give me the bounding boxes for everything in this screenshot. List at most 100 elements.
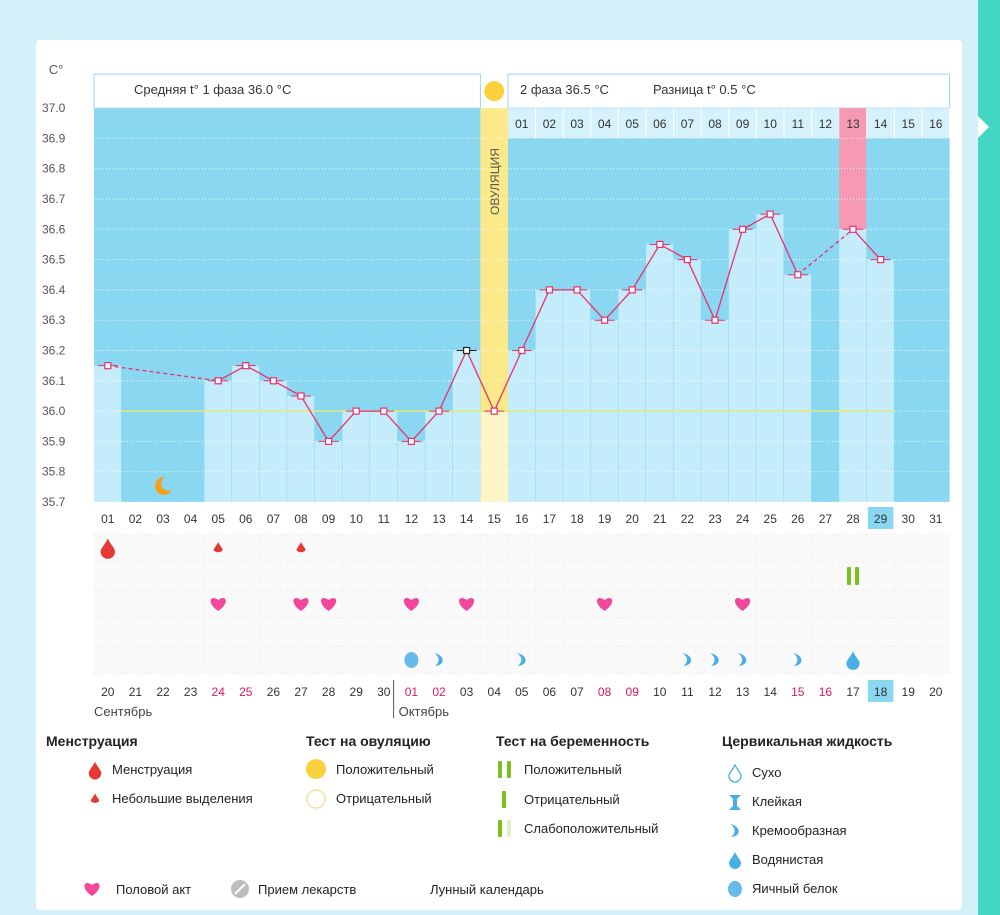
legend-watery-label: Водянистая	[752, 852, 824, 867]
temperature-point[interactable]	[876, 256, 885, 264]
temperature-bar	[287, 395, 315, 502]
temperature-point[interactable]	[738, 225, 747, 233]
y-tick-label: 36.5	[42, 253, 66, 267]
watery-icon	[846, 651, 860, 670]
temperature-point[interactable]	[242, 362, 250, 370]
temperature-point[interactable]	[269, 377, 277, 385]
cycle-day-label: 10	[350, 512, 364, 526]
legend-ovulation-positive-icon	[306, 759, 326, 779]
temperature-point[interactable]	[656, 240, 664, 249]
legend-cervical-title: Цервикальная жидкость	[722, 733, 893, 749]
calendar-date-label: 07	[570, 685, 584, 699]
y-tick-label: 36.0	[42, 404, 66, 418]
temperature-bar	[618, 289, 646, 502]
calendar-date-label: 18	[874, 685, 888, 699]
temperature-point[interactable]	[325, 437, 333, 445]
temperature-point[interactable]	[352, 407, 360, 415]
ovulation-label: ОВУЛЯЦИЯ	[488, 148, 502, 215]
calendar-date-label: 09	[626, 685, 640, 699]
phase2-day-label: 12	[819, 117, 833, 131]
temperature-point[interactable]	[407, 437, 415, 445]
temperature-line-segment	[217, 365, 247, 382]
phase2-header	[507, 73, 951, 109]
cycle-day-label: 23	[708, 512, 722, 526]
calendar-date-label: 14	[764, 685, 778, 699]
cycle-day-label: 31	[929, 512, 943, 526]
temperature-point[interactable]	[490, 407, 498, 415]
temperature-point[interactable]	[683, 256, 692, 264]
calendar-date-label: 05	[515, 685, 529, 699]
temperature-point[interactable]	[435, 407, 443, 415]
legend-spotting-icon	[90, 793, 100, 803]
creamy-icon	[516, 653, 526, 666]
calendar-date-label: 03	[460, 685, 474, 699]
legend-ovulation-negative-label: Отрицательный	[336, 791, 432, 806]
legend-menstruation-icon	[88, 761, 102, 780]
phase2-day-label: 11	[792, 117, 805, 131]
temperature-bar	[232, 365, 260, 502]
y-tick-label: 36.9	[42, 131, 66, 145]
month-label-september: Сентябрь	[94, 704, 152, 719]
temperature-bar	[839, 229, 867, 503]
legend-pregnancy-positive-icon	[498, 761, 502, 778]
temperature-point[interactable]	[849, 225, 857, 233]
phase2-day-label: 09	[736, 117, 750, 131]
y-unit-label: C°	[49, 62, 64, 77]
legend-pregnancy-weak-label: Слабоположительный	[524, 821, 659, 836]
temperature-line-segment	[852, 228, 882, 261]
calendar-date-label: 01	[405, 685, 419, 699]
calendar-date-label: 06	[543, 685, 557, 699]
temperature-point[interactable]	[297, 392, 305, 400]
temperature-point[interactable]	[794, 271, 802, 279]
calendar-date-label: 22	[156, 685, 170, 699]
cycle-day-label: 29	[874, 512, 888, 526]
temperature-line-segment	[576, 289, 606, 321]
legend-egg-white-label: Яичный белок	[752, 881, 838, 896]
y-tick-label: 36.2	[42, 344, 66, 358]
calendar-date-label: 13	[736, 685, 750, 699]
temperature-line-segment	[742, 213, 771, 230]
temperature-point[interactable]	[711, 316, 719, 324]
temperature-line-segment	[328, 410, 357, 442]
phase1-average-text: Средняя t° 1 фаза 36.0 °C	[134, 82, 291, 97]
expand-arrow-icon[interactable]	[978, 116, 989, 138]
cycle-day-label: 15	[488, 512, 502, 526]
legend-dry-label: Сухо	[752, 765, 782, 780]
ovulation-column-bar	[480, 411, 508, 502]
legend-lunar-icon	[408, 879, 425, 898]
temperature-point[interactable]	[573, 286, 581, 294]
temperature-point[interactable]	[545, 286, 553, 294]
legend-watery-icon	[729, 852, 741, 869]
temperature-point[interactable]	[766, 210, 774, 218]
phase2-day-label: 10	[764, 117, 778, 131]
y-tick-label: 36.1	[42, 374, 66, 388]
phase2-day-highlight	[839, 108, 867, 139]
calendar-date-label: 27	[294, 685, 308, 699]
temperature-point[interactable]	[600, 316, 609, 324]
creamy-icon	[792, 653, 802, 666]
legend-pregnancy-weak-icon	[498, 820, 502, 837]
legend-pregnancy-weak-icon	[507, 820, 511, 837]
temperature-line-segment	[604, 289, 633, 321]
highlight-column	[839, 128, 867, 230]
creamy-icon	[737, 653, 747, 666]
calendar-date-label: 20	[101, 685, 115, 699]
temperature-point[interactable]	[104, 362, 112, 370]
temperature-point[interactable]	[628, 286, 636, 294]
temperature-point[interactable]	[380, 407, 388, 415]
temperature-line-segment	[659, 243, 688, 261]
temperature-bar	[425, 411, 453, 502]
temperature-point[interactable]	[214, 377, 222, 385]
today-cycle-day-highlight	[867, 507, 894, 529]
moon-icon	[154, 476, 172, 495]
temperature-point[interactable]	[463, 346, 471, 355]
cycle-day-label: 13	[432, 512, 446, 526]
phase1-header	[93, 73, 481, 109]
temperature-bar	[342, 411, 370, 502]
cycle-day-label: 11	[378, 512, 391, 526]
egg-white-icon	[404, 652, 419, 668]
today-date-highlight	[867, 680, 894, 702]
temperature-bar	[673, 259, 701, 502]
cycle-day-label: 07	[267, 512, 281, 526]
temperature-point[interactable]	[518, 346, 526, 355]
